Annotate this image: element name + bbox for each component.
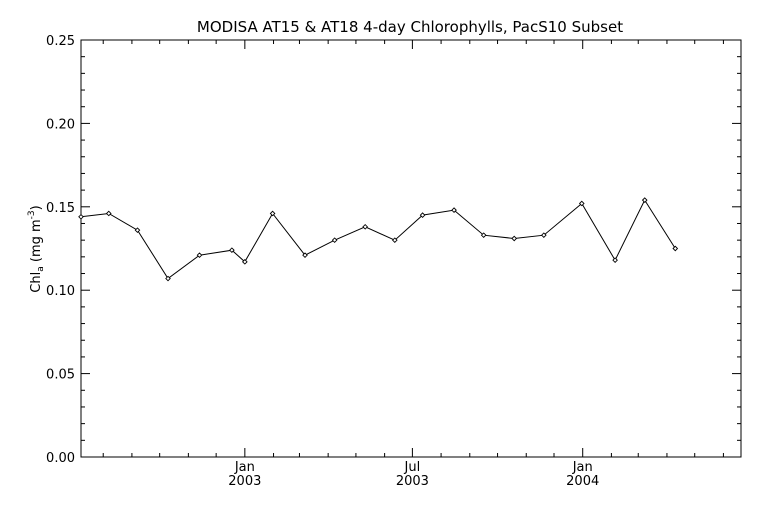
y-tick-label: 0.25 <box>46 34 75 49</box>
x-tick-label-year: 2003 <box>396 474 429 489</box>
data-point <box>362 223 369 230</box>
data-point <box>242 259 248 265</box>
data-point <box>672 245 679 252</box>
data-point <box>78 213 84 220</box>
x-tick-label-month: Jul <box>404 460 421 475</box>
data-point <box>419 212 426 218</box>
y-axis-label-units: (mg m <box>29 219 44 266</box>
y-axis-label: Chla (mg m-3) <box>27 205 46 292</box>
x-tick-label-year: 2004 <box>566 474 599 489</box>
data-point <box>480 232 487 238</box>
data-point <box>511 235 518 242</box>
y-axis-label-subscript: a <box>36 266 46 272</box>
data-point <box>196 252 203 259</box>
plot-area: 0.000.050.100.150.200.25Jan2003Jul2003Ja… <box>46 34 742 489</box>
data-point <box>331 237 338 243</box>
x-tick-label-year: 2003 <box>228 474 261 489</box>
plot-frame <box>80 39 742 458</box>
y-tick-label: 0.05 <box>46 368 75 383</box>
data-point <box>269 210 276 217</box>
y-axis-label-prefix: Chl <box>29 272 44 293</box>
chart-title: MODISA AT15 & AT18 4-day Chlorophylls, P… <box>197 18 623 36</box>
data-point <box>578 200 585 207</box>
y-axis-label-superscript: -3 <box>27 210 37 219</box>
y-axis-label-units-close: ) <box>29 205 44 210</box>
data-point <box>229 247 235 254</box>
data-point <box>451 207 457 213</box>
series-line <box>80 199 676 280</box>
data-point <box>612 257 618 264</box>
data-point <box>165 275 171 282</box>
y-tick-label: 0.15 <box>46 201 75 216</box>
x-tick-label-month: Jan <box>572 460 593 475</box>
data-point <box>134 227 141 233</box>
y-tick-label: 0.10 <box>46 284 75 299</box>
data-point <box>391 237 398 243</box>
x-tick-label-month: Jan <box>234 460 255 475</box>
data-point <box>540 232 547 238</box>
data-point <box>105 210 112 217</box>
y-tick-label: 0.20 <box>46 117 75 132</box>
y-tick-label: 0.00 <box>46 451 75 466</box>
data-point <box>641 197 648 203</box>
data-point <box>302 252 308 259</box>
